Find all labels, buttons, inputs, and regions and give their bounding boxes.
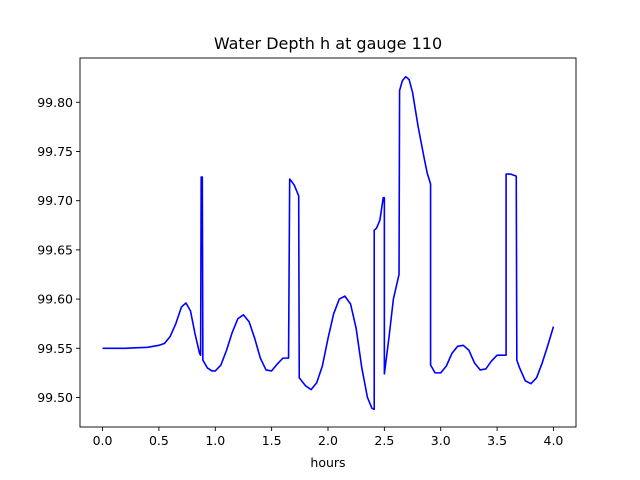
x-tick-label: 0.0 — [93, 433, 113, 448]
x-axis-label: hours — [310, 455, 345, 470]
x-tick-label: 3.0 — [431, 433, 451, 448]
y-tick-label: 99.60 — [37, 292, 73, 307]
plot-area — [79, 57, 577, 428]
series-line-0 — [102, 75, 555, 411]
y-tick-label: 99.50 — [37, 390, 73, 405]
plot-frame — [79, 57, 577, 428]
x-tick-label: 0.5 — [149, 433, 169, 448]
x-tick-label: 3.5 — [487, 433, 507, 448]
x-tick-label: 4.0 — [544, 433, 564, 448]
y-tick-label: 99.70 — [37, 193, 73, 208]
x-tick-label: 1.5 — [262, 433, 282, 448]
x-tick-label: 2.0 — [318, 433, 338, 448]
x-tick-label: 2.5 — [374, 433, 394, 448]
y-tick-label: 99.80 — [37, 95, 73, 110]
x-axis-ticks: 0.0 0.5 1.0 1.5 2.0 2.5 3.0 3.5 4.0 — [93, 427, 564, 448]
chart-title: Water Depth h at gauge 110 — [214, 34, 442, 53]
y-tick-label: 99.75 — [37, 144, 73, 159]
y-tick-label: 99.65 — [37, 242, 73, 257]
x-tick-label: 1.0 — [205, 433, 225, 448]
y-axis-ticks: 99.50 99.55 99.60 99.65 99.70 99.75 99.80 — [37, 95, 80, 405]
y-tick-label: 99.55 — [37, 341, 73, 356]
